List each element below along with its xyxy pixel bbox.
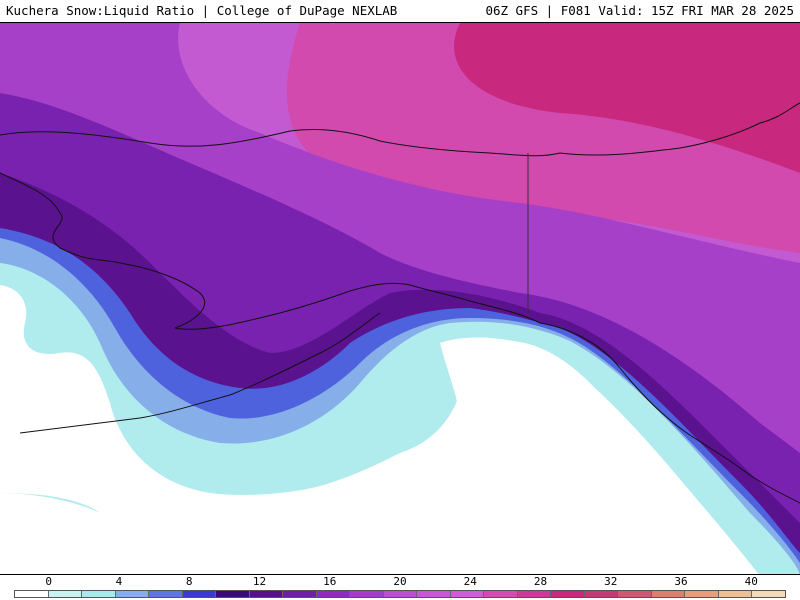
colorbar-label: 8 <box>185 575 193 588</box>
colorbar-label: 4 <box>115 575 123 588</box>
colorbar-segment <box>283 591 317 597</box>
colorbar-label: 12 <box>252 575 267 588</box>
colorbar-label: 20 <box>393 575 407 588</box>
field-clear-southeast <box>430 337 759 574</box>
field-clear-southwest <box>0 493 430 574</box>
colorbar-segment <box>584 591 619 597</box>
aleutian-chain <box>19 312 381 434</box>
colorbar-segment <box>149 591 183 597</box>
colorbar-segment <box>484 591 518 597</box>
colorbar-segment <box>651 591 686 597</box>
colorbar: 0 4 8 12 16 20 24 28 32 36 40 <box>0 575 800 600</box>
coastlines <box>0 102 800 504</box>
colorbar-segment <box>685 591 719 597</box>
colorbar-segment <box>618 591 652 597</box>
colorbar-segment <box>417 591 451 597</box>
colorbar-label: 28 <box>533 575 548 588</box>
colorbar-segment <box>48 591 83 597</box>
colorbar-strip <box>14 590 786 598</box>
colorbar-label: 0 <box>45 575 53 588</box>
canada-north-coast <box>559 102 800 156</box>
snow-ratio-map <box>0 23 800 574</box>
alaska-west-coast <box>0 172 206 329</box>
colorbar-label: 24 <box>463 575 477 588</box>
colorbar-segment <box>82 591 116 597</box>
colorbar-segment <box>752 591 785 597</box>
alaska-peninsula <box>174 282 541 330</box>
colorbar-segment <box>718 591 753 597</box>
colorbar-segment <box>551 591 585 597</box>
southeast-panhandle <box>539 322 800 504</box>
colorbar-label: 40 <box>744 575 758 588</box>
field-pink-magenta <box>286 23 800 253</box>
colorbar-labels: 0 4 8 12 16 20 24 28 32 36 40 <box>14 575 786 589</box>
colorbar-segment <box>216 591 250 597</box>
colorbar-segment <box>249 591 284 597</box>
colorbar-segment <box>316 591 351 597</box>
colorbar-label: 36 <box>674 575 688 588</box>
run-info: 06Z GFS | F081 Valid: 15Z FRI MAR 28 202… <box>485 3 794 18</box>
colorbar-segment <box>182 591 217 597</box>
title-bar: Kuchera Snow:Liquid Ratio | College of D… <box>0 0 800 22</box>
map-panel <box>0 22 800 575</box>
colorbar-segment <box>350 591 384 597</box>
product-title: Kuchera Snow:Liquid Ratio | College of D… <box>6 3 398 18</box>
colorbar-label: 32 <box>604 575 618 588</box>
colorbar-label: 16 <box>323 575 337 588</box>
colorbar-segment <box>115 591 150 597</box>
colorbar-segment <box>383 591 418 597</box>
colorbar-segment <box>15 591 49 597</box>
colorbar-segment <box>517 591 552 597</box>
alaska-north-coast <box>0 129 561 157</box>
colorbar-segment <box>450 591 485 597</box>
